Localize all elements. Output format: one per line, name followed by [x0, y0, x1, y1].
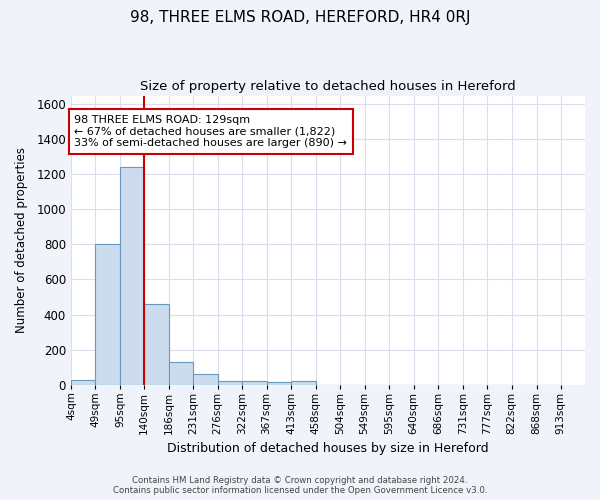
Bar: [266, 382, 292, 384]
Bar: [95, 244, 120, 384]
Bar: [71, 380, 95, 384]
Bar: [120, 168, 144, 384]
Text: Contains HM Land Registry data © Crown copyright and database right 2024.
Contai: Contains HM Land Registry data © Crown c…: [113, 476, 487, 495]
Title: Size of property relative to detached houses in Hereford: Size of property relative to detached ho…: [140, 80, 516, 93]
Bar: [169, 362, 193, 384]
Text: 98, THREE ELMS ROAD, HEREFORD, HR4 0RJ: 98, THREE ELMS ROAD, HEREFORD, HR4 0RJ: [130, 10, 470, 25]
Bar: [292, 381, 316, 384]
Bar: [193, 374, 218, 384]
Text: 98 THREE ELMS ROAD: 129sqm
← 67% of detached houses are smaller (1,822)
33% of s: 98 THREE ELMS ROAD: 129sqm ← 67% of deta…: [74, 115, 347, 148]
Bar: [242, 381, 266, 384]
Bar: [218, 381, 242, 384]
Bar: [144, 304, 169, 384]
Y-axis label: Number of detached properties: Number of detached properties: [15, 147, 28, 333]
X-axis label: Distribution of detached houses by size in Hereford: Distribution of detached houses by size …: [167, 442, 489, 455]
